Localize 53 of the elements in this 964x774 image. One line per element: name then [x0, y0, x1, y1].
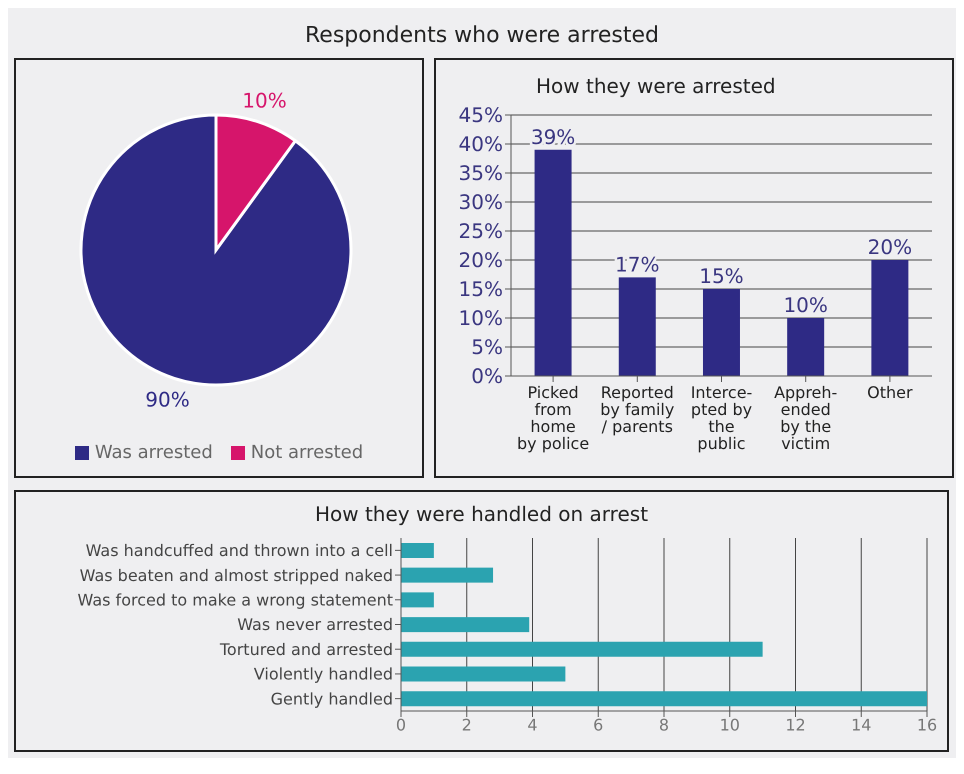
bar: [401, 666, 566, 682]
x-tick-label: 12: [785, 715, 806, 734]
y-tick-label: Was never arrested: [237, 615, 393, 634]
x-tick-label: Other: [867, 383, 914, 402]
y-tick-label: Violently handled: [254, 664, 393, 684]
bar: [401, 642, 763, 657]
x-tick-label: Picked from home by police: [517, 383, 590, 453]
data-label: 39%: [530, 124, 576, 149]
y-tick-label: 10%: [458, 306, 503, 330]
x-tick-label: 10: [720, 715, 740, 734]
bar: [401, 592, 434, 608]
chart-title: How they were arrested: [536, 74, 776, 98]
bar: [871, 260, 908, 376]
y-tick-label: Was beaten and almost stripped naked: [80, 566, 393, 585]
y-tick-label: 0%: [471, 364, 503, 388]
y-tick-label: Was forced to make a wrong statement: [78, 590, 393, 610]
x-tick-label: 14: [851, 715, 872, 734]
bar: [401, 691, 927, 706]
text: Respondents who were arrested: [304, 22, 660, 50]
legend-label: Was arrested: [94, 442, 213, 463]
y-tick-label: 30%: [458, 190, 503, 214]
bar: [401, 542, 434, 558]
data-label: 15%: [699, 264, 744, 288]
data-label: 10%: [783, 293, 828, 317]
x-tick-label: 2: [462, 715, 472, 734]
x-tick-label: 8: [658, 715, 670, 734]
bar: [401, 617, 530, 632]
y-tick-label: 45%: [458, 103, 503, 128]
x-tick-label: 16: [916, 715, 938, 734]
y-tick-label: 20%: [458, 248, 503, 272]
bar: [702, 289, 740, 376]
y-tick-label: 5%: [471, 335, 503, 360]
data-label: 90%: [145, 387, 190, 412]
bar: [534, 150, 572, 376]
y-tick-label: 15%: [458, 277, 503, 302]
bar: [401, 568, 494, 583]
y-tick-label: 35%: [458, 161, 503, 186]
x-tick-label: 0: [396, 715, 406, 734]
legend-label: Not arrested: [250, 442, 364, 463]
y-tick-label: Tortured and arrested: [218, 640, 393, 659]
bar: [787, 318, 824, 376]
data-label: 20%: [868, 235, 912, 259]
bar: [618, 277, 656, 376]
x-tick-label: 6: [593, 715, 604, 734]
x-tick-label: Interce- pted by the public: [690, 383, 752, 453]
y-tick-label: Was handcuffed and thrown into a cell: [86, 541, 393, 560]
y-tick-label: 25%: [458, 219, 503, 244]
x-tick-label: Appreh- ended by the victim: [774, 383, 838, 453]
x-tick-label: 4: [527, 715, 538, 734]
y-tick-label: 40%: [458, 132, 503, 156]
x-tick-label: Reported by family / parents: [600, 383, 674, 436]
y-tick-label: Gently handled: [270, 689, 393, 708]
chart-title: How they were handled on arrest: [314, 502, 650, 526]
